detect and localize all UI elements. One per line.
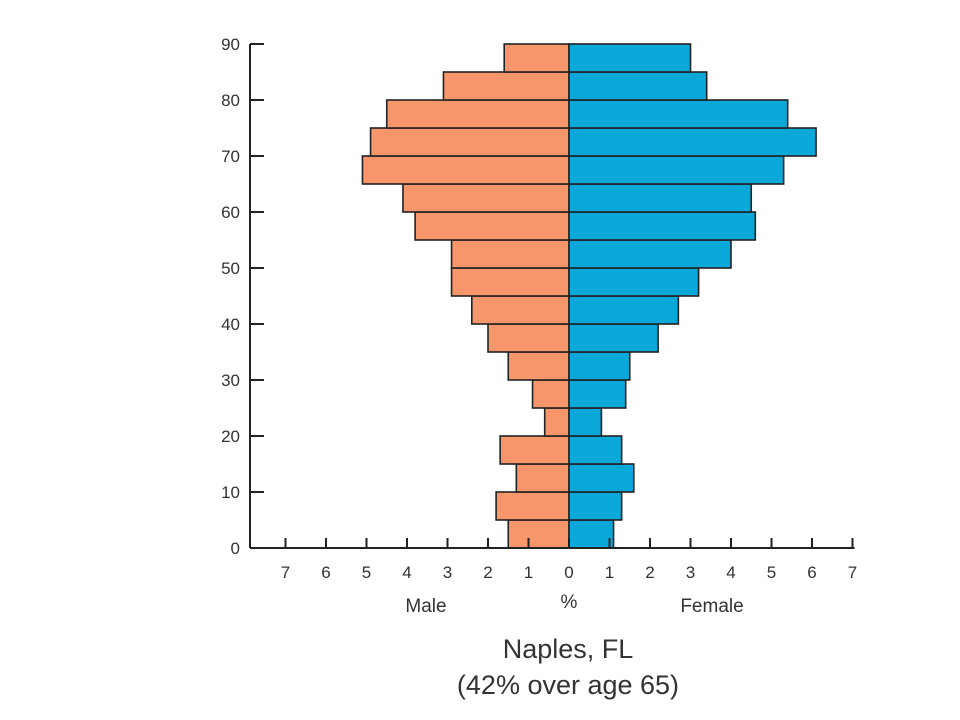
x-tick-label: 0 xyxy=(564,563,573,582)
x-tick-label: 7 xyxy=(281,563,290,582)
x-tick-label: 4 xyxy=(726,563,735,582)
male-bar xyxy=(543,407,570,437)
female-bar xyxy=(568,127,817,157)
male-bar xyxy=(385,99,570,129)
male-bar xyxy=(442,71,570,101)
female-bar xyxy=(568,71,708,101)
female-bar xyxy=(568,155,785,185)
y-tick-label: 40 xyxy=(221,315,240,334)
female-bar xyxy=(568,43,692,73)
male-bar xyxy=(515,463,570,493)
chart-subtitle: (42% over age 65) xyxy=(457,670,679,700)
male-bar xyxy=(503,43,570,73)
male-bar xyxy=(499,435,570,465)
female-bar xyxy=(568,379,627,409)
male-side-label: Male xyxy=(405,596,446,617)
female-bar xyxy=(568,99,789,129)
x-tick-label: 1 xyxy=(605,563,614,582)
y-tick-label: 80 xyxy=(221,91,240,110)
male-bar xyxy=(470,295,570,325)
x-tick-label: 3 xyxy=(443,563,452,582)
male-bar xyxy=(487,323,570,353)
female-bar xyxy=(568,211,757,241)
y-tick-label: 60 xyxy=(221,203,240,222)
x-axis-label: % xyxy=(561,592,578,613)
x-tick-label: 2 xyxy=(645,563,654,582)
male-bar xyxy=(495,491,570,521)
female-bar xyxy=(568,407,603,437)
y-tick-labels: 0 10 20 30 40 50 60 70 80 90 xyxy=(221,35,240,558)
x-tick-label: 5 xyxy=(362,563,371,582)
y-tick-label: 90 xyxy=(221,35,240,54)
y-tick-label: 10 xyxy=(221,483,240,502)
x-tick-label: 2 xyxy=(483,563,492,582)
male-bar xyxy=(361,155,570,185)
y-tick-label: 30 xyxy=(221,371,240,390)
female-bar xyxy=(568,295,680,325)
chart-title: Naples, FL xyxy=(503,634,634,664)
female-bar xyxy=(568,491,623,521)
female-bar xyxy=(568,239,732,269)
female-bar xyxy=(568,435,623,465)
x-tick-label: 6 xyxy=(321,563,330,582)
male-bar xyxy=(402,183,570,213)
male-bar xyxy=(450,267,570,297)
male-bar xyxy=(507,519,570,549)
x-tick-label: 1 xyxy=(524,563,533,582)
female-bar xyxy=(568,323,659,353)
male-bar xyxy=(414,211,570,241)
y-tick-label: 0 xyxy=(231,539,240,558)
female-bar xyxy=(568,519,615,549)
male-bar xyxy=(507,351,570,381)
axes xyxy=(249,43,855,549)
male-bar xyxy=(531,379,570,409)
y-tick-label: 20 xyxy=(221,427,240,446)
x-tick-label: 5 xyxy=(767,563,776,582)
female-bar xyxy=(568,183,753,213)
male-bar xyxy=(369,127,570,157)
female-bars xyxy=(568,43,817,549)
female-side-label: Female xyxy=(680,596,743,617)
x-tick-labels: 7 6 5 4 3 2 1 0 1 2 3 4 5 6 7 xyxy=(281,563,857,582)
male-bar xyxy=(450,239,570,269)
male-bars xyxy=(361,43,570,549)
female-bar xyxy=(568,463,635,493)
y-tick-label: 70 xyxy=(221,147,240,166)
female-bar xyxy=(568,267,700,297)
x-tick-label: 6 xyxy=(807,563,816,582)
x-tick-label: 3 xyxy=(686,563,695,582)
x-tick-label: 4 xyxy=(402,563,411,582)
female-bar xyxy=(568,351,631,381)
y-tick-label: 50 xyxy=(221,259,240,278)
x-tick-label: 7 xyxy=(848,563,857,582)
